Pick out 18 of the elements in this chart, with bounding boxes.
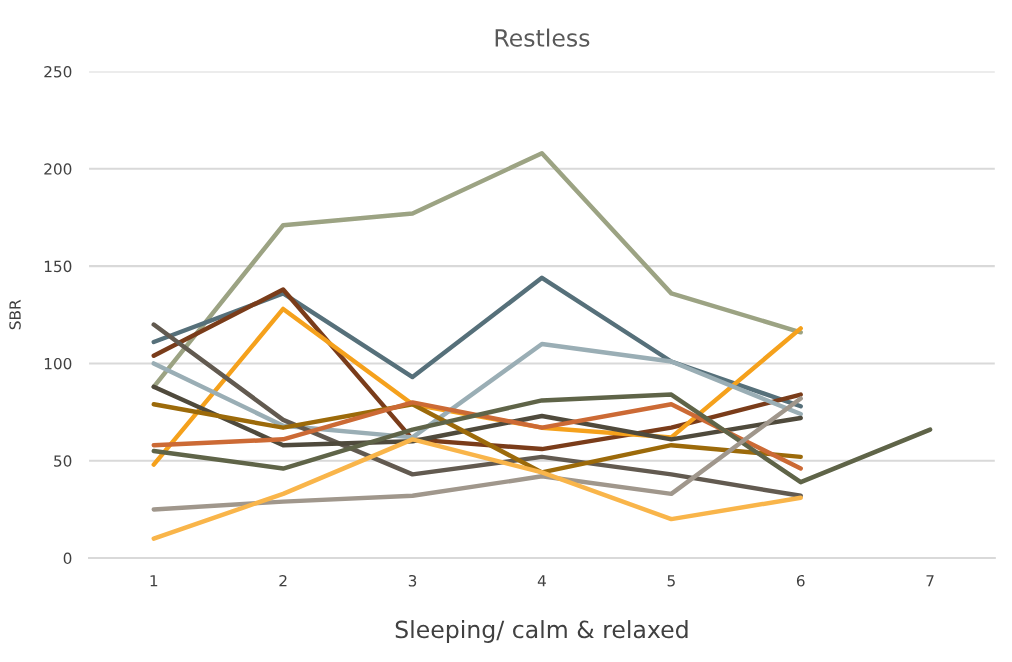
x-tick-label: 1 [150,575,158,587]
y-tick-label: 50 [54,455,72,467]
x-tick-label: 5 [667,575,675,587]
y-tick-label: 200 [44,163,72,175]
chart-title: Restless [495,28,590,47]
line-series [151,437,803,541]
y-tick-label: 150 [44,260,72,273]
x-tick-label: 2 [279,575,287,587]
x-tick-label: 6 [796,575,805,587]
x-tick-label: 4 [537,575,546,587]
x-tick-label: 7 [926,575,934,587]
x-axis-title: Sleeping/ calm & relaxed [395,620,688,643]
y-axis-title: SBR [9,299,21,330]
x-tick-label: 3 [408,575,417,587]
line-series [151,396,803,512]
y-tick-label: 100 [44,357,72,370]
y-tick-label: 0 [63,552,72,565]
y-tick-label: 250 [44,65,72,78]
